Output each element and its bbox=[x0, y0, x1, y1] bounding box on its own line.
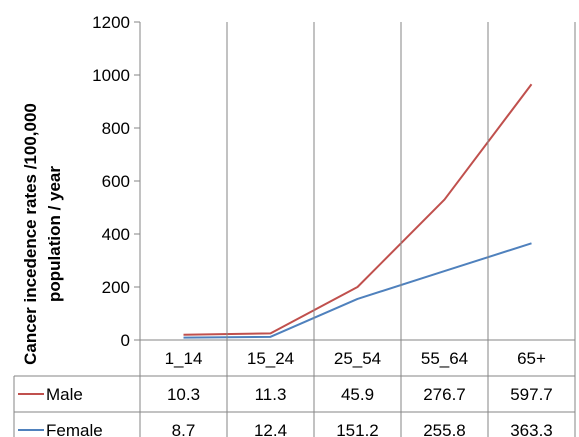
table-cell-female: 12.4 bbox=[254, 421, 287, 437]
y-axis-title-line-1: Cancer incedence rates /100,000 bbox=[21, 103, 40, 365]
y-axis-ticks: 0 200 400 600 800 1000 1200 bbox=[92, 13, 140, 350]
x-category-label: 1_14 bbox=[165, 349, 203, 368]
y-tick-label: 1000 bbox=[92, 66, 130, 85]
table-cell-male: 45.9 bbox=[341, 385, 374, 404]
x-category-label: 15_24 bbox=[247, 349, 294, 368]
table-cell-male: 597.7 bbox=[510, 385, 553, 404]
series-line-female bbox=[183, 242, 532, 339]
table-cell-female: 151.2 bbox=[336, 421, 379, 437]
y-tick-label: 600 bbox=[102, 172, 130, 191]
table-cell-female: 363.3 bbox=[510, 421, 553, 437]
legend-label-male: Male bbox=[46, 385, 83, 404]
x-category-label: 25_54 bbox=[334, 349, 381, 368]
table-cell-male: 276.7 bbox=[423, 385, 466, 404]
series-line-male bbox=[183, 83, 533, 336]
y-axis-title-line-2: population / year bbox=[45, 166, 64, 302]
legend-label-female: Female bbox=[46, 421, 103, 437]
data-table: 1_14 15_24 25_54 55_64 65+ Male 10.3 11.3 45.9 27… bbox=[13, 22, 576, 437]
series-lines bbox=[183, 83, 533, 339]
table-cell-male: 10.3 bbox=[167, 385, 200, 404]
table-cell-female: 8.7 bbox=[172, 421, 196, 437]
y-axis-title: Cancer incedence rates /100,000 populati… bbox=[21, 103, 64, 365]
x-category-label: 65+ bbox=[517, 349, 546, 368]
x-category-label: 55_64 bbox=[421, 349, 468, 368]
y-tick-label: 0 bbox=[121, 331, 130, 350]
y-tick-label: 400 bbox=[102, 225, 130, 244]
y-tick-label: 800 bbox=[102, 119, 130, 138]
y-tick-label: 1200 bbox=[92, 13, 130, 32]
table-cell-female: 255.8 bbox=[423, 421, 466, 437]
table-cell-male: 11.3 bbox=[255, 385, 287, 404]
y-tick-label: 200 bbox=[102, 278, 130, 297]
